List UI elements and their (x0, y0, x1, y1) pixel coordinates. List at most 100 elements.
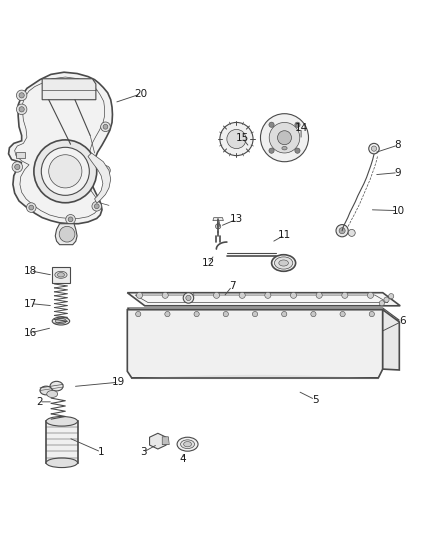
Text: 17: 17 (24, 298, 37, 309)
Polygon shape (52, 266, 70, 283)
Circle shape (239, 292, 245, 298)
Polygon shape (127, 310, 383, 378)
Polygon shape (127, 308, 399, 320)
Circle shape (316, 292, 322, 298)
Circle shape (336, 224, 348, 237)
Circle shape (290, 292, 297, 298)
Text: 18: 18 (24, 266, 37, 276)
Text: 7: 7 (229, 281, 235, 291)
Circle shape (19, 107, 24, 112)
Polygon shape (383, 310, 399, 370)
Circle shape (194, 311, 199, 317)
Polygon shape (46, 421, 78, 463)
Text: 12: 12 (201, 259, 215, 269)
Text: 16: 16 (24, 328, 37, 338)
Ellipse shape (56, 318, 67, 324)
Text: 9: 9 (395, 168, 401, 177)
Polygon shape (88, 153, 111, 203)
Circle shape (165, 311, 170, 317)
Text: 1: 1 (98, 447, 104, 457)
Text: 13: 13 (230, 214, 243, 224)
Circle shape (384, 297, 389, 302)
Text: 8: 8 (395, 140, 401, 150)
Ellipse shape (52, 317, 70, 325)
Ellipse shape (184, 441, 191, 447)
Circle shape (92, 201, 102, 211)
Ellipse shape (282, 147, 287, 150)
Circle shape (215, 224, 221, 229)
Circle shape (188, 292, 194, 298)
Circle shape (252, 311, 258, 317)
Ellipse shape (46, 416, 78, 426)
Circle shape (68, 217, 73, 222)
Text: 3: 3 (140, 447, 147, 457)
Polygon shape (162, 437, 169, 445)
Circle shape (162, 292, 168, 298)
Circle shape (340, 311, 345, 317)
Circle shape (12, 161, 22, 172)
Circle shape (227, 130, 246, 149)
Circle shape (342, 292, 348, 298)
Circle shape (369, 143, 379, 154)
Circle shape (367, 292, 374, 298)
Circle shape (339, 228, 345, 234)
Text: 2: 2 (36, 397, 42, 407)
Circle shape (101, 166, 110, 175)
Text: 15: 15 (236, 133, 249, 143)
Circle shape (369, 311, 374, 317)
Ellipse shape (180, 440, 194, 449)
Circle shape (269, 148, 274, 154)
Ellipse shape (47, 391, 58, 398)
Polygon shape (55, 224, 77, 245)
Circle shape (183, 293, 194, 303)
Text: 19: 19 (112, 377, 125, 387)
Circle shape (389, 294, 394, 299)
Ellipse shape (40, 386, 52, 395)
Ellipse shape (46, 458, 78, 467)
Ellipse shape (177, 437, 198, 451)
Circle shape (66, 215, 75, 224)
Circle shape (379, 301, 385, 306)
Circle shape (29, 205, 34, 210)
Circle shape (265, 292, 271, 298)
Circle shape (137, 292, 143, 298)
Circle shape (59, 227, 75, 242)
Text: 20: 20 (134, 89, 147, 99)
Circle shape (103, 124, 108, 129)
Ellipse shape (50, 381, 63, 391)
Circle shape (282, 311, 287, 317)
Text: 4: 4 (180, 455, 187, 464)
Circle shape (223, 311, 229, 317)
Circle shape (101, 122, 110, 132)
Circle shape (14, 164, 20, 169)
Circle shape (186, 295, 191, 301)
Polygon shape (127, 293, 400, 306)
Circle shape (26, 203, 36, 212)
Polygon shape (16, 152, 25, 158)
Circle shape (41, 147, 89, 195)
Circle shape (261, 114, 308, 161)
Circle shape (16, 104, 27, 115)
Ellipse shape (272, 255, 296, 271)
Circle shape (269, 122, 274, 127)
Polygon shape (213, 217, 223, 221)
Ellipse shape (57, 272, 64, 277)
Circle shape (49, 155, 82, 188)
Ellipse shape (275, 257, 293, 269)
Polygon shape (42, 79, 96, 100)
Circle shape (269, 123, 300, 153)
Text: 10: 10 (392, 206, 405, 216)
Circle shape (371, 146, 377, 151)
Ellipse shape (55, 271, 67, 278)
Circle shape (220, 123, 253, 156)
Circle shape (34, 140, 97, 203)
Text: 11: 11 (278, 230, 291, 240)
Circle shape (278, 131, 291, 144)
Circle shape (295, 148, 300, 154)
Ellipse shape (279, 260, 288, 266)
Text: 5: 5 (312, 394, 318, 405)
Polygon shape (9, 72, 113, 224)
Circle shape (94, 204, 99, 208)
Circle shape (213, 292, 219, 298)
Circle shape (19, 93, 24, 98)
